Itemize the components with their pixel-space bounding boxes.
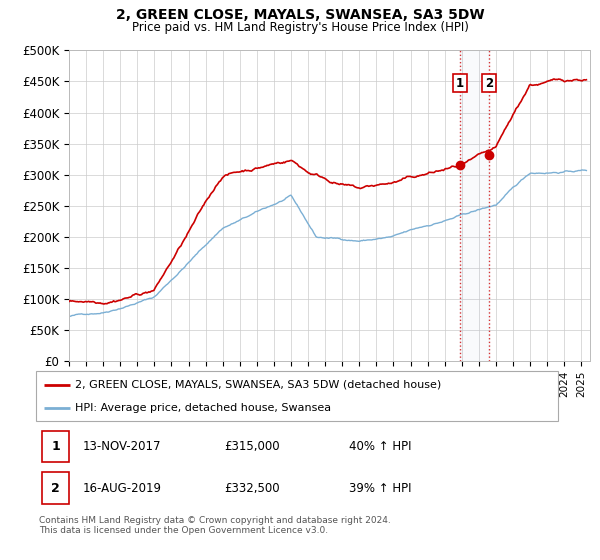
Text: 2: 2 xyxy=(485,77,493,90)
Text: £315,000: £315,000 xyxy=(224,440,280,453)
Text: Price paid vs. HM Land Registry's House Price Index (HPI): Price paid vs. HM Land Registry's House … xyxy=(131,21,469,34)
Text: 1: 1 xyxy=(52,440,60,453)
Bar xyxy=(460,50,490,361)
Text: Contains HM Land Registry data © Crown copyright and database right 2024.: Contains HM Land Registry data © Crown c… xyxy=(39,516,391,525)
Text: 40% ↑ HPI: 40% ↑ HPI xyxy=(349,440,412,453)
Text: HPI: Average price, detached house, Swansea: HPI: Average price, detached house, Swan… xyxy=(75,403,331,413)
Text: 2, GREEN CLOSE, MAYALS, SWANSEA, SA3 5DW: 2, GREEN CLOSE, MAYALS, SWANSEA, SA3 5DW xyxy=(116,8,484,22)
Text: £332,500: £332,500 xyxy=(224,482,280,494)
Text: This data is licensed under the Open Government Licence v3.0.: This data is licensed under the Open Gov… xyxy=(39,526,328,535)
Text: 13-NOV-2017: 13-NOV-2017 xyxy=(83,440,161,453)
Text: 16-AUG-2019: 16-AUG-2019 xyxy=(83,482,162,494)
Text: 39% ↑ HPI: 39% ↑ HPI xyxy=(349,482,412,494)
Text: 2: 2 xyxy=(52,482,60,494)
Text: 2, GREEN CLOSE, MAYALS, SWANSEA, SA3 5DW (detached house): 2, GREEN CLOSE, MAYALS, SWANSEA, SA3 5DW… xyxy=(75,380,442,390)
FancyBboxPatch shape xyxy=(42,431,70,462)
Text: 1: 1 xyxy=(455,77,464,90)
FancyBboxPatch shape xyxy=(42,473,70,504)
